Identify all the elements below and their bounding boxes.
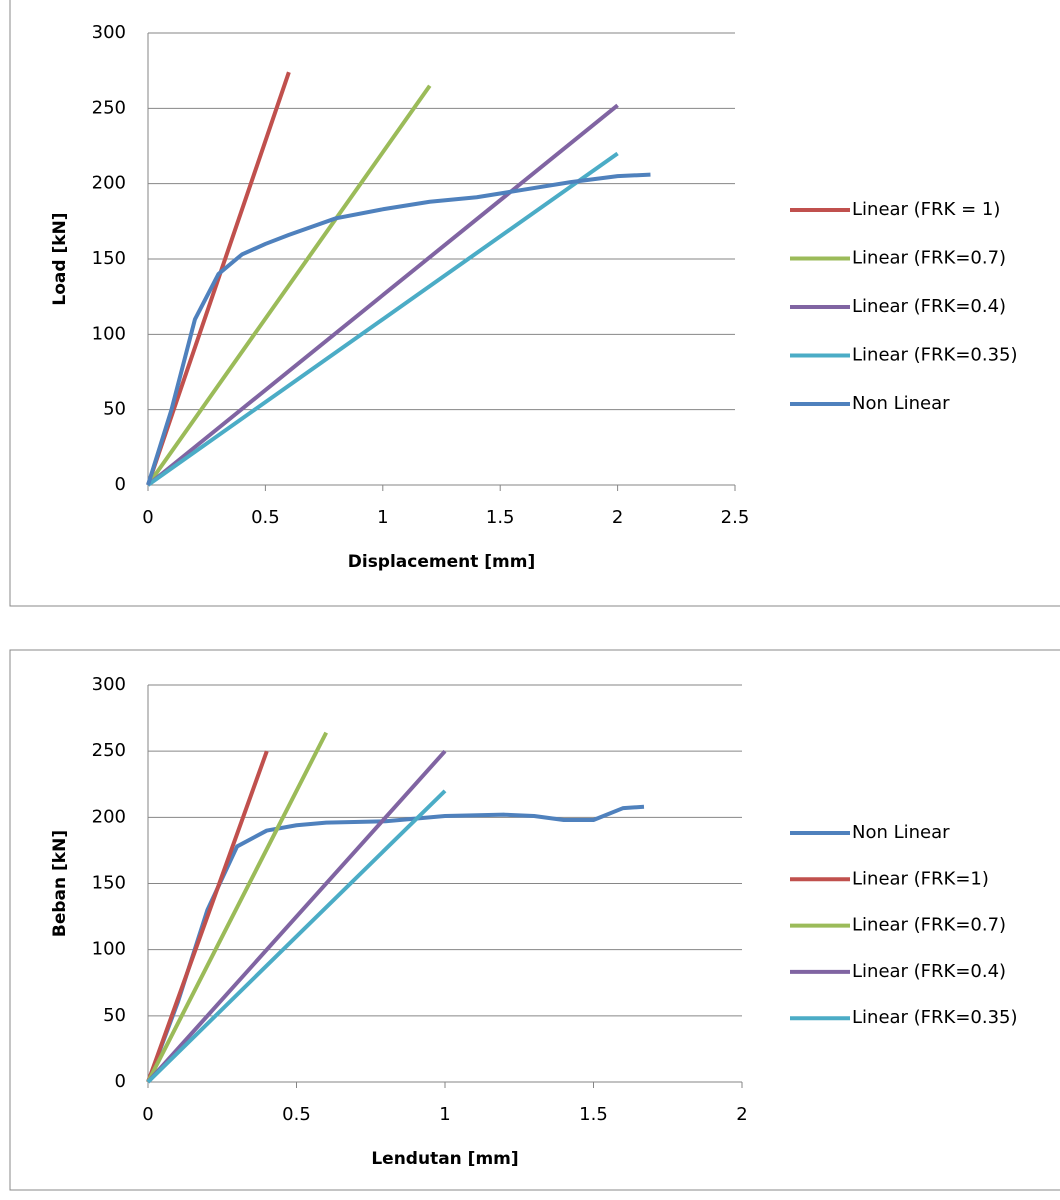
x-axis-title: Lendutan [mm] xyxy=(371,1149,518,1169)
legend-label: Linear (FRK=0.7) xyxy=(852,915,1006,936)
legend-label: Linear (FRK=0.4) xyxy=(852,296,1006,317)
series-line xyxy=(148,105,618,485)
x-tick-label: 0.5 xyxy=(251,507,280,528)
x-tick-label: 2.5 xyxy=(721,507,750,528)
y-tick-label: 300 xyxy=(92,674,126,695)
x-tick-label: 0 xyxy=(142,507,153,528)
x-tick-label: 2 xyxy=(612,507,623,528)
legend-label: Linear (FRK = 1) xyxy=(852,199,1000,220)
series-line xyxy=(148,751,267,1082)
y-tick-label: 150 xyxy=(92,873,126,894)
y-tick-label: 0 xyxy=(115,474,126,495)
x-tick-label: 0 xyxy=(142,1104,153,1125)
legend-label: Linear (FRK=0.7) xyxy=(852,248,1006,269)
y-tick-label: 250 xyxy=(92,740,126,761)
x-tick-label: 1.5 xyxy=(579,1104,608,1125)
series-line xyxy=(148,175,650,485)
x-tick-label: 0.5 xyxy=(282,1104,311,1125)
y-axis-title: Beban [kN] xyxy=(50,830,70,937)
x-axis-title: Displacement [mm] xyxy=(348,552,536,572)
x-tick-label: 1.5 xyxy=(486,507,515,528)
series-line xyxy=(148,751,445,1082)
legend-label: Linear (FRK=0.35) xyxy=(852,1007,1018,1028)
legend-label: Linear (FRK=0.35) xyxy=(852,345,1018,366)
y-tick-label: 300 xyxy=(92,22,126,43)
x-tick-label: 2 xyxy=(736,1104,747,1125)
series-line xyxy=(148,154,618,485)
legend-label: Linear (FRK=1) xyxy=(852,868,989,889)
y-axis-title: Load [kN] xyxy=(50,212,70,305)
y-tick-label: 200 xyxy=(92,173,126,194)
legend-label: Non Linear xyxy=(852,822,950,843)
y-tick-label: 0 xyxy=(115,1071,126,1092)
y-tick-label: 50 xyxy=(103,1005,126,1026)
series-line xyxy=(148,791,445,1082)
page: 05010015020025030000.511.522.5Displaceme… xyxy=(0,0,1060,1200)
y-tick-label: 50 xyxy=(103,399,126,420)
y-tick-label: 200 xyxy=(92,806,126,827)
legend-label: Non Linear xyxy=(852,393,950,414)
series-line xyxy=(148,86,430,485)
y-tick-label: 150 xyxy=(92,248,126,269)
y-tick-label: 250 xyxy=(92,97,126,118)
legend-label: Linear (FRK=0.4) xyxy=(852,961,1006,982)
series-line xyxy=(148,733,326,1082)
x-tick-label: 1 xyxy=(439,1104,450,1125)
x-tick-label: 1 xyxy=(377,507,388,528)
y-tick-label: 100 xyxy=(92,939,126,960)
y-tick-label: 100 xyxy=(92,323,126,344)
series-line xyxy=(148,807,644,1082)
